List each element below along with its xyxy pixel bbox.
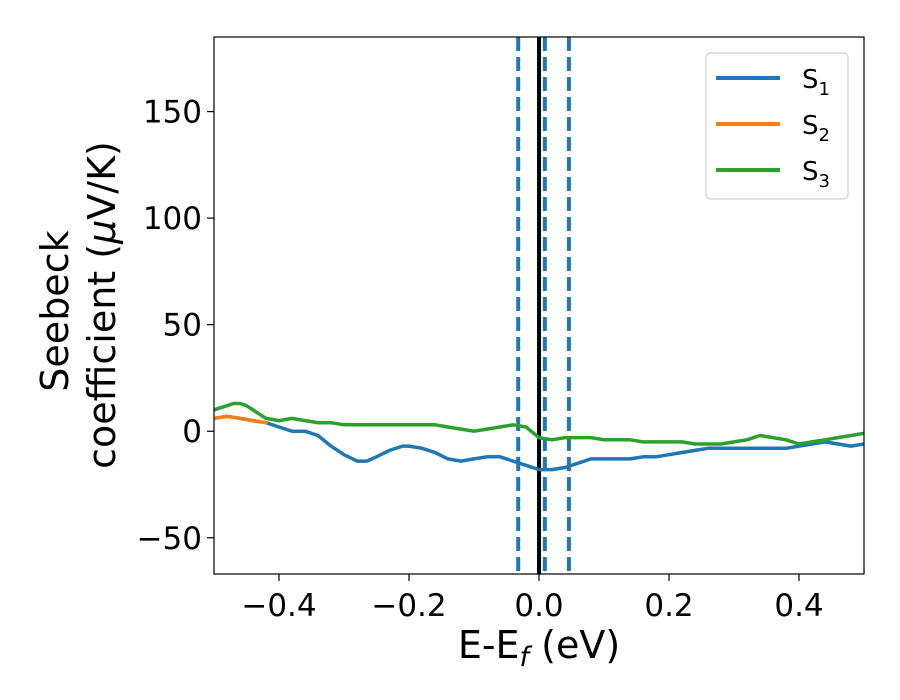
- series-line-s1: [214, 414, 864, 472]
- legend-label-s3: S3: [802, 157, 830, 192]
- vertical-lines: [516, 37, 571, 574]
- y-tick-label: −50: [137, 521, 202, 557]
- y-axis-title: Seebeck coefficient (μV/K): [33, 141, 124, 469]
- x-tick-label: 0.0: [514, 588, 563, 624]
- series-lines: [214, 401, 864, 472]
- y-axis-title-line1: Seebeck: [33, 230, 77, 391]
- y-axis-ticks: −50 0 50 100 150: [137, 95, 214, 557]
- series-line-s2: [214, 414, 268, 425]
- legend: S1 S2 S3: [705, 52, 849, 200]
- y-tick-label: 150: [143, 95, 202, 131]
- y-axis-title-line2: coefficient (μV/K): [80, 141, 124, 469]
- series-line-s3: [214, 401, 864, 446]
- x-tick-label: 0.2: [644, 588, 693, 624]
- x-axis-ticks: −0.4 −0.2 0.0 0.2 0.4: [241, 574, 824, 624]
- y-tick-label: 100: [143, 201, 202, 237]
- x-tick-label: 0.4: [774, 588, 823, 624]
- y-tick-label: 0: [182, 414, 202, 450]
- legend-label-s2: S2: [802, 111, 830, 146]
- x-tick-label: −0.2: [371, 588, 446, 624]
- y-tick-label: 50: [163, 308, 202, 344]
- legend-label-s1: S1: [802, 65, 830, 100]
- x-axis-title: E-Ef (eV): [458, 623, 620, 673]
- x-tick-label: −0.4: [241, 588, 316, 624]
